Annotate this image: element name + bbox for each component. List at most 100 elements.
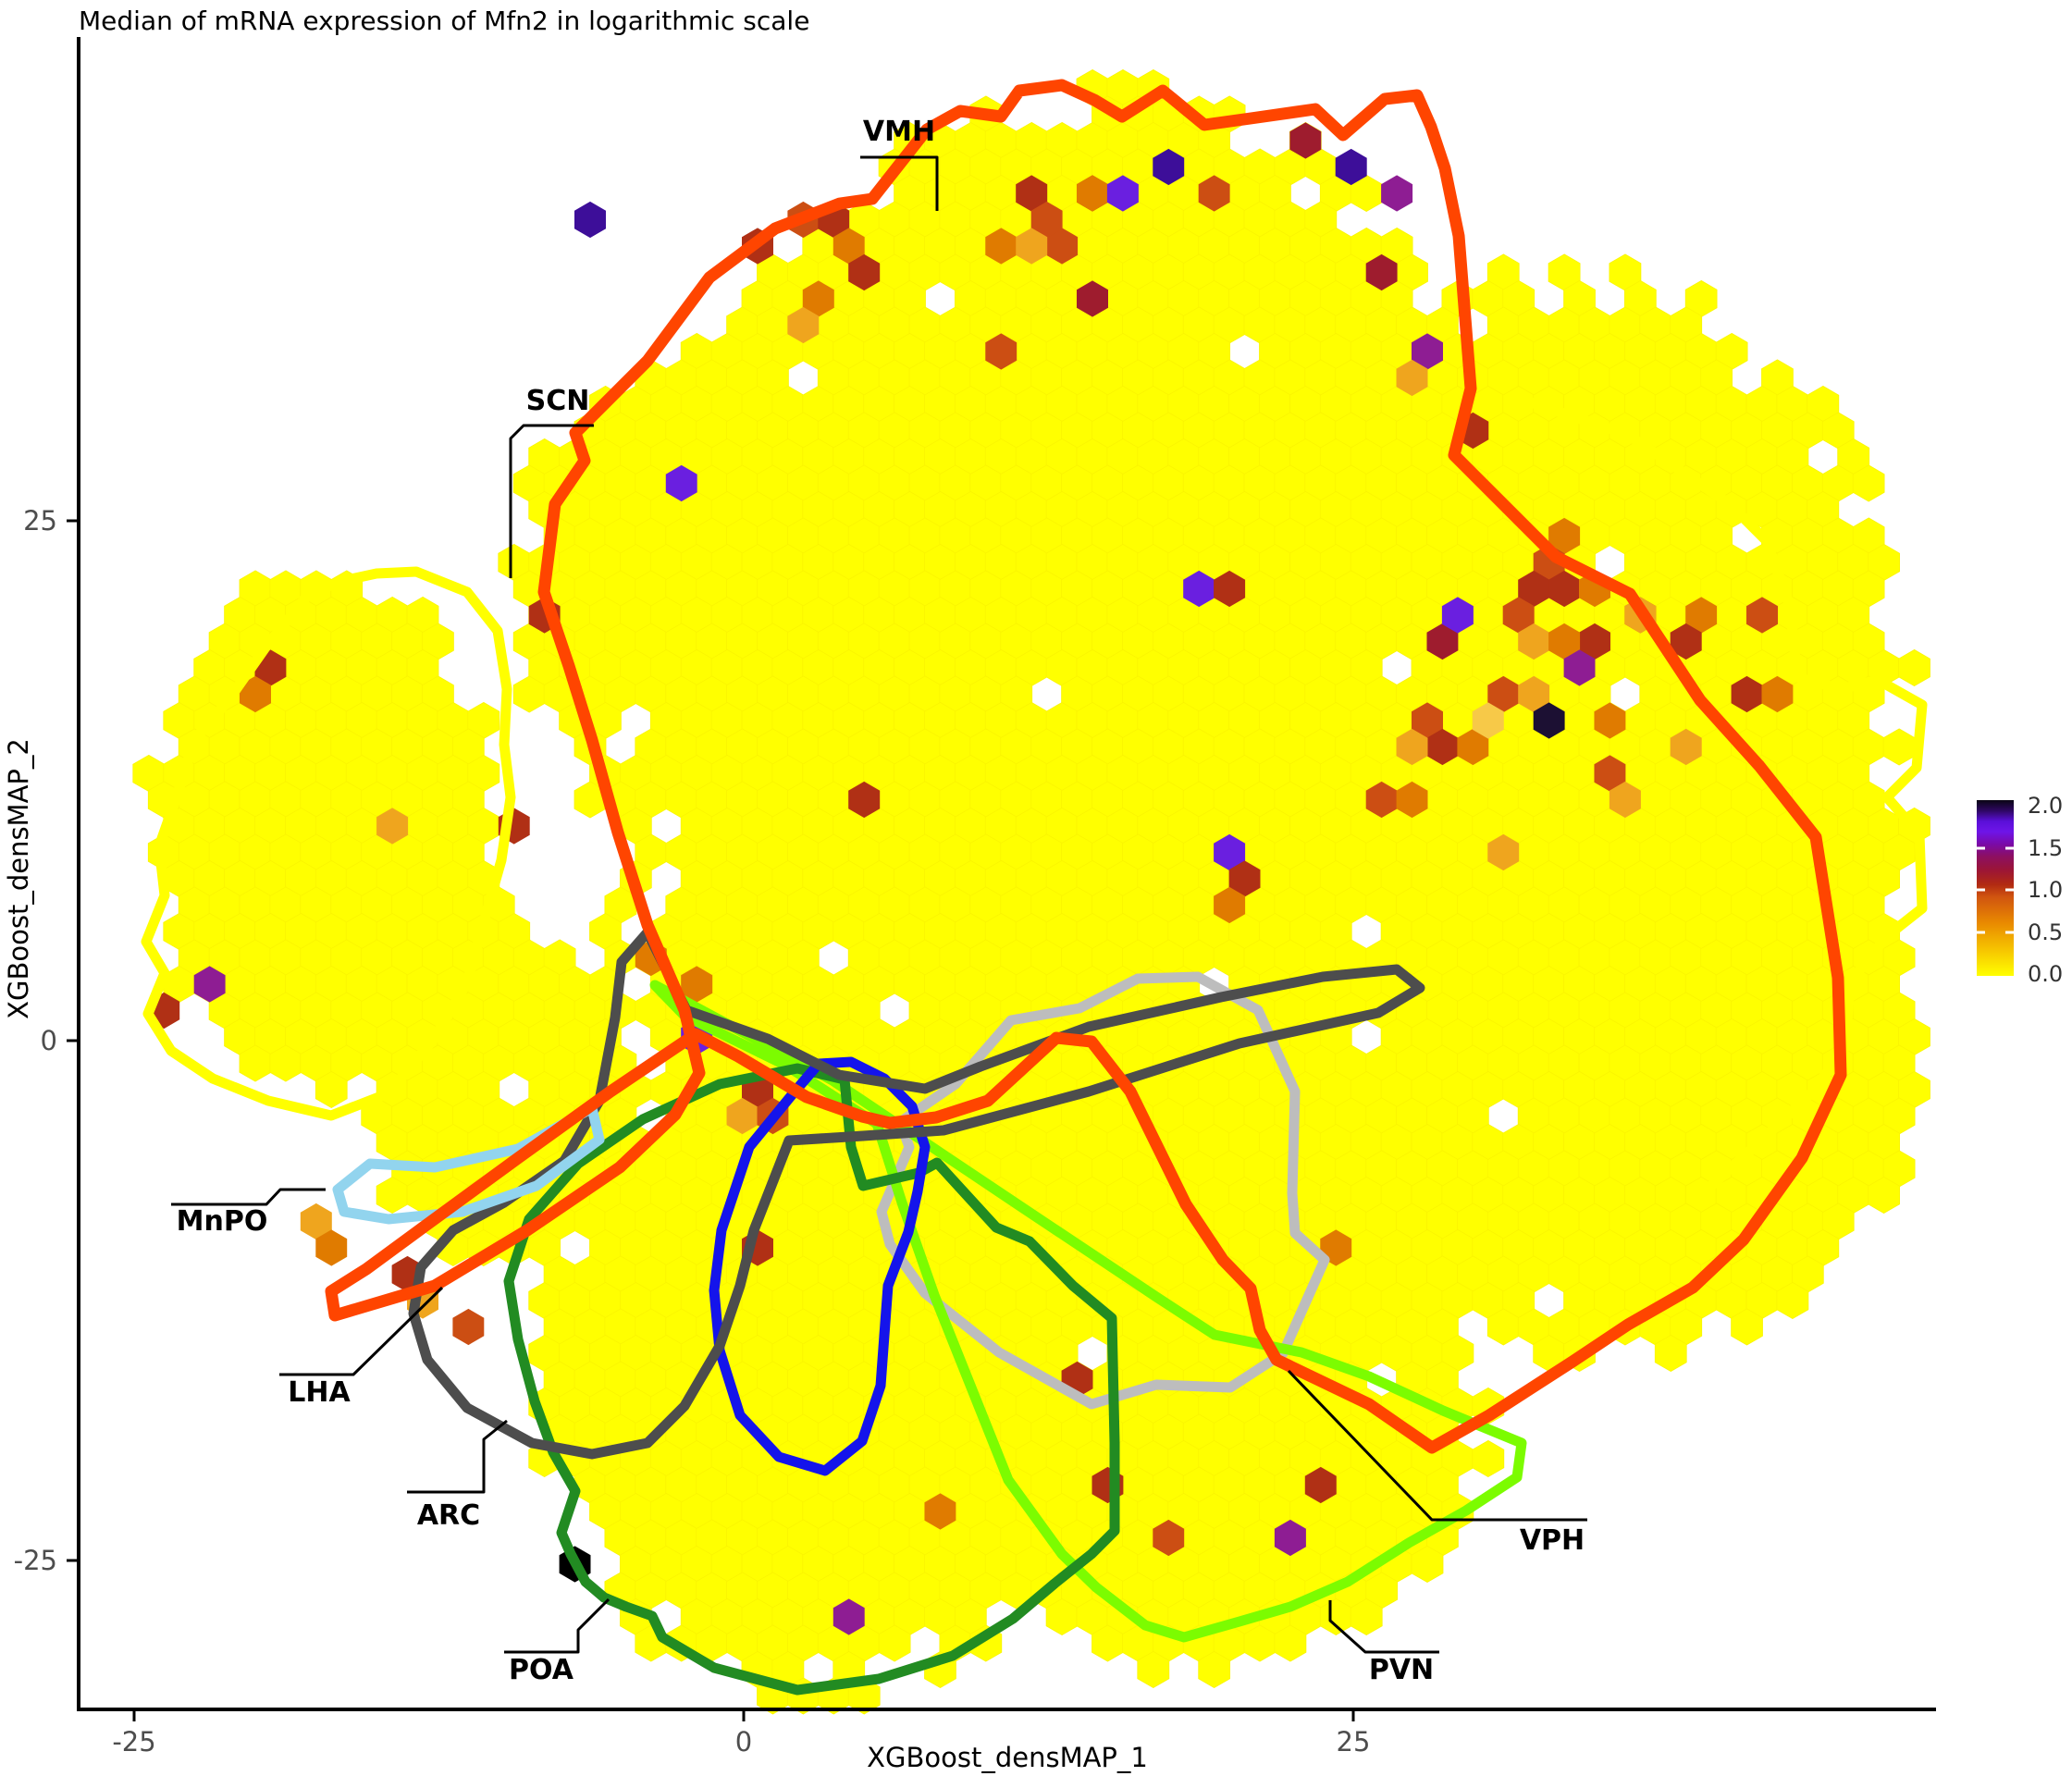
region-label-mnpo: MnPO bbox=[177, 1205, 268, 1238]
expression-hex bbox=[1685, 597, 1718, 634]
region-label-arc: ARC bbox=[417, 1499, 480, 1532]
leader-line-lha bbox=[279, 1286, 444, 1376]
expression-hex bbox=[1153, 1519, 1185, 1557]
region-outline-poa bbox=[503, 1063, 1120, 1696]
y-tick-0: 0 bbox=[41, 1025, 57, 1056]
expression-hex bbox=[1746, 597, 1778, 634]
colorbar-ticks bbox=[1977, 846, 2014, 934]
expression-hex bbox=[1579, 623, 1610, 660]
expression-hex bbox=[1594, 755, 1626, 792]
expression-hex bbox=[240, 675, 271, 713]
plot-title: Median of mRNA expression of Mfn2 in log… bbox=[79, 6, 809, 36]
leader-line-vmh bbox=[860, 155, 939, 211]
expression-hex bbox=[1670, 728, 1702, 766]
colorbar-tick-1.0: 1.0 bbox=[2028, 877, 2063, 903]
leader-line-scn bbox=[509, 424, 594, 578]
expression-hex bbox=[1214, 570, 1246, 608]
region-outline-mnpo bbox=[332, 1103, 605, 1225]
expression-hex bbox=[193, 966, 226, 1003]
region-label-lha: LHA bbox=[288, 1376, 351, 1409]
expression-hex bbox=[1548, 623, 1581, 660]
y-tick-25: 25 bbox=[23, 505, 57, 536]
region-outline-arc bbox=[709, 1056, 931, 1476]
expression-hex bbox=[1304, 1466, 1337, 1504]
expression-hex bbox=[315, 1229, 348, 1266]
expression-hex bbox=[1365, 781, 1398, 819]
leader-line-vph bbox=[1287, 1369, 1587, 1522]
region-outline-left-lobe bbox=[141, 566, 516, 1121]
y-axis-title: XGBoost_densMAP_2 bbox=[3, 738, 34, 1019]
expression-hex bbox=[832, 1598, 865, 1635]
expression-hex bbox=[1563, 649, 1596, 686]
expression-hex bbox=[985, 228, 1018, 265]
expression-hex bbox=[1412, 333, 1443, 370]
expression-hex bbox=[681, 966, 713, 1003]
leader-line-mnpo bbox=[171, 1188, 326, 1206]
expression-hex bbox=[1153, 148, 1185, 186]
expression-hex bbox=[1106, 175, 1139, 212]
colorbar-gradient bbox=[1977, 800, 2014, 976]
expression-hex bbox=[985, 333, 1018, 370]
expression-hex bbox=[1289, 122, 1322, 159]
x-tick-neg25: -25 bbox=[112, 1726, 155, 1758]
x-tick-25: 25 bbox=[1337, 1726, 1371, 1758]
expression-hex bbox=[1077, 280, 1108, 317]
expression-hex bbox=[1609, 781, 1641, 819]
expression-hex bbox=[924, 1493, 956, 1530]
expression-hex bbox=[1548, 517, 1581, 555]
expression-hex bbox=[1046, 228, 1079, 265]
colorbar-tick-0.0: 0.0 bbox=[2028, 961, 2063, 987]
leader-line-pvn bbox=[1328, 1600, 1439, 1654]
colorbar-legend: 2.0 1.5 1.0 0.5 0.0 bbox=[1977, 793, 2063, 987]
expression-hex bbox=[1518, 675, 1550, 713]
hexbin-outlier-layer bbox=[148, 122, 1794, 1635]
expression-hex bbox=[376, 808, 409, 845]
expression-hex bbox=[1441, 597, 1474, 634]
expression-hex bbox=[1381, 175, 1413, 212]
expression-hex bbox=[1274, 1519, 1306, 1557]
expression-hex bbox=[1396, 728, 1428, 766]
expression-hex bbox=[1533, 702, 1565, 739]
expression-hex bbox=[1670, 623, 1702, 660]
expression-hex bbox=[1518, 570, 1550, 608]
region-label-vmh: VMH bbox=[863, 116, 935, 148]
expression-hex bbox=[1761, 675, 1794, 713]
expression-hex bbox=[1396, 359, 1428, 397]
expression-hex bbox=[848, 253, 881, 291]
expression-hex bbox=[1731, 675, 1763, 713]
region-label-layer: VPH PVN POA ARC LHA MnPO VMH SCN bbox=[177, 116, 1585, 1686]
expression-hex bbox=[1457, 728, 1489, 766]
expression-hex bbox=[1518, 623, 1550, 660]
expression-hex bbox=[726, 1097, 758, 1135]
region-label-scn: SCN bbox=[526, 385, 590, 417]
expression-hex bbox=[300, 1202, 332, 1240]
expression-hex bbox=[1198, 175, 1230, 212]
expression-hex bbox=[1472, 702, 1504, 739]
expression-hex bbox=[1487, 833, 1520, 871]
axes: -25 0 25 25 0 -25 XGBoost_densMAP_1 XGBo… bbox=[3, 37, 1936, 1773]
expression-hex bbox=[802, 280, 834, 317]
expression-hex bbox=[1214, 886, 1246, 924]
expression-hex bbox=[1502, 597, 1535, 634]
expression-hex bbox=[832, 228, 865, 265]
expression-hex bbox=[452, 1308, 485, 1346]
colorbar-tick-0.5: 0.5 bbox=[2028, 919, 2063, 945]
x-tick-0: 0 bbox=[735, 1726, 752, 1758]
leader-line-arc bbox=[407, 1419, 508, 1494]
expression-hex bbox=[665, 464, 697, 502]
expression-hex bbox=[1365, 253, 1398, 291]
expression-hex bbox=[1228, 860, 1261, 897]
hexbin-layer bbox=[132, 68, 1930, 1715]
region-label-poa: POA bbox=[509, 1654, 574, 1686]
region-label-vph: VPH bbox=[1520, 1524, 1585, 1557]
expression-hex bbox=[1412, 702, 1443, 739]
expression-hex bbox=[1594, 702, 1626, 739]
colorbar-tick-2.0: 2.0 bbox=[2028, 793, 2063, 819]
expression-hex bbox=[1214, 833, 1246, 871]
expression-hex bbox=[787, 306, 820, 344]
leader-line-poa bbox=[504, 1597, 610, 1654]
expression-hex bbox=[1077, 175, 1108, 212]
expression-hex bbox=[1183, 570, 1215, 608]
